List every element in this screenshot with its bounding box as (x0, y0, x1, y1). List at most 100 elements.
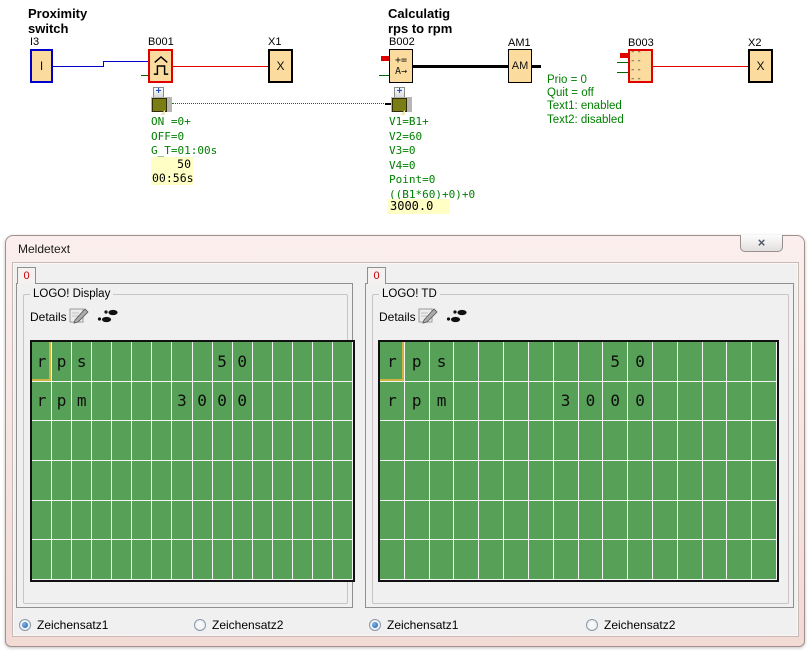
lcd-cell[interactable]: 0 (603, 382, 628, 422)
lcd-cell[interactable] (253, 461, 273, 501)
lcd-cell[interactable]: m (72, 382, 92, 422)
lcd-cell[interactable] (273, 501, 293, 541)
lcd-cell[interactable]: p (52, 342, 72, 382)
lcd-cell[interactable] (273, 461, 293, 501)
lcd-cell[interactable] (52, 501, 72, 541)
lcd-cell[interactable] (405, 421, 430, 461)
lcd-cell[interactable]: 0 (213, 382, 233, 422)
lcd-cell[interactable] (454, 382, 479, 422)
lcd-cell[interactable] (554, 540, 579, 580)
radio-unselected-icon[interactable] (586, 619, 598, 631)
lcd-cell[interactable] (628, 540, 653, 580)
lcd-cell[interactable] (703, 461, 728, 501)
lcd-cell[interactable] (152, 540, 172, 580)
lcd-cell[interactable] (72, 461, 92, 501)
lcd-cell[interactable] (293, 342, 313, 382)
lcd-cell[interactable] (92, 501, 112, 541)
lcd-cell[interactable] (273, 421, 293, 461)
tab-0-left[interactable]: 0 (17, 267, 36, 284)
lcd-cell[interactable] (92, 382, 112, 422)
lcd-cell[interactable] (172, 461, 192, 501)
lcd-cell[interactable] (112, 342, 132, 382)
lcd-cell[interactable] (193, 421, 213, 461)
lcd-cell[interactable] (727, 382, 752, 422)
lcd-cell[interactable] (172, 540, 192, 580)
lcd-cell[interactable] (703, 382, 728, 422)
lcd-cell[interactable] (273, 342, 293, 382)
lcd-cell[interactable] (112, 461, 132, 501)
lcd-cell[interactable] (678, 540, 703, 580)
lcd-cell[interactable] (703, 540, 728, 580)
lcd-cell[interactable] (678, 382, 703, 422)
lcd-cell[interactable] (132, 342, 152, 382)
lcd-cell[interactable] (313, 382, 333, 422)
lcd-cell[interactable] (603, 421, 628, 461)
lcd-cell[interactable] (653, 501, 678, 541)
lcd-cell[interactable] (405, 501, 430, 541)
lcd-cell[interactable] (529, 421, 554, 461)
lcd-cell[interactable] (333, 342, 353, 382)
radio-unselected-icon[interactable] (194, 619, 206, 631)
lcd-cell[interactable] (603, 501, 628, 541)
lcd-cell[interactable] (293, 382, 313, 422)
lcd-cell[interactable]: p (405, 382, 430, 422)
lcd-cell[interactable]: p (405, 342, 430, 382)
lcd-cell[interactable] (479, 501, 504, 541)
lcd-cell[interactable] (628, 461, 653, 501)
lcd-cell[interactable] (313, 342, 333, 382)
lcd-cell[interactable]: 3 (172, 382, 192, 422)
lcd-cell[interactable] (479, 461, 504, 501)
lcd-cell[interactable] (32, 461, 52, 501)
lcd-cell[interactable] (727, 540, 752, 580)
edit-details-button[interactable] (69, 306, 89, 329)
block-messagetext-b003[interactable]: -- -- -- -- (628, 49, 653, 83)
lcd-cell[interactable] (193, 461, 213, 501)
lcd-cell[interactable] (479, 421, 504, 461)
lcd-cell[interactable]: 5 (213, 342, 233, 382)
lcd-cell[interactable] (380, 501, 405, 541)
lcd-cell[interactable] (52, 421, 72, 461)
lcd-cell[interactable] (479, 540, 504, 580)
lcd-cell[interactable] (554, 461, 579, 501)
lcd-cell[interactable] (752, 382, 777, 422)
lcd-cell[interactable] (603, 540, 628, 580)
lcd-cell[interactable] (152, 501, 172, 541)
lcd-cell[interactable] (405, 461, 430, 501)
lcd-cell[interactable] (504, 501, 529, 541)
lcd-cell[interactable] (92, 342, 112, 382)
lcd-cell[interactable] (653, 342, 678, 382)
radio-right-zeichensatz1[interactable]: Zeichensatz1 (369, 618, 458, 632)
lcd-cell[interactable] (380, 421, 405, 461)
lcd-cell[interactable] (479, 342, 504, 382)
lcd-cell[interactable] (313, 461, 333, 501)
tab-0-right[interactable]: 0 (367, 267, 386, 284)
lcd-cell[interactable] (529, 501, 554, 541)
lcd-cell[interactable] (233, 421, 253, 461)
lcd-cell[interactable] (727, 342, 752, 382)
lcd-cell[interactable] (152, 342, 172, 382)
lcd-cell[interactable] (293, 421, 313, 461)
lcd-cell[interactable] (703, 342, 728, 382)
lcd-cell[interactable] (193, 342, 213, 382)
lcd-cell[interactable]: 3 (554, 382, 579, 422)
lcd-cell[interactable] (253, 421, 273, 461)
lcd-cell[interactable] (172, 501, 192, 541)
lcd-cell[interactable] (430, 421, 455, 461)
lcd-cell[interactable] (454, 461, 479, 501)
lcd-cell[interactable] (152, 461, 172, 501)
lcd-cell[interactable]: 0 (233, 382, 253, 422)
lcd-cell[interactable] (479, 382, 504, 422)
lcd-cell[interactable] (752, 540, 777, 580)
edit-details-button[interactable] (418, 306, 438, 329)
lcd-cell[interactable] (52, 540, 72, 580)
lcd-cell[interactable] (752, 421, 777, 461)
lcd-cell[interactable] (253, 382, 273, 422)
lcd-cell[interactable] (233, 501, 253, 541)
lcd-cell[interactable] (678, 461, 703, 501)
comment-note-icon-b001[interactable] (151, 97, 172, 112)
lcd-cell[interactable] (213, 540, 233, 580)
block-input-i3[interactable]: I (30, 49, 53, 83)
lcd-cell[interactable] (727, 461, 752, 501)
lcd-cell[interactable] (380, 461, 405, 501)
comment-note-icon-b002[interactable] (391, 97, 412, 112)
